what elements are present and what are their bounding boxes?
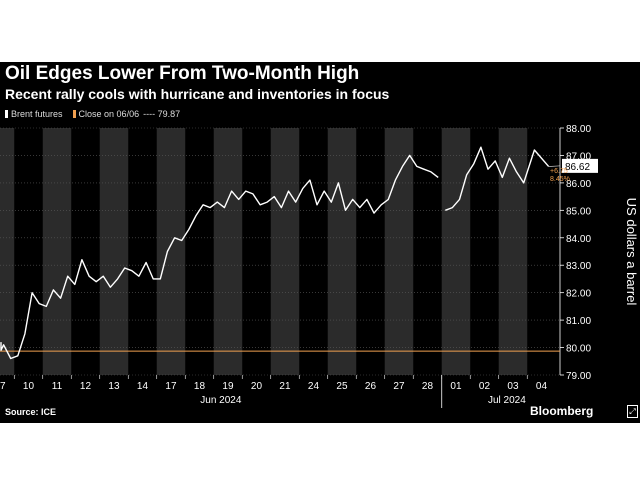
day-band [0,128,15,375]
x-tick-label: 26 [365,381,377,392]
day-band [270,128,300,375]
x-tick-label: 25 [336,381,348,392]
line-chart: 79.00 80.00 81.00 82.00 83.00 84.00 85.00 86.00… [0,124,639,408]
expand-icon[interactable]: ⤢ [627,405,638,418]
last-value-leader [548,165,561,167]
day-band [498,128,528,375]
change-annotation: +6.75 [550,168,568,175]
legend-swatch-close [72,110,76,118]
x-tick-label: 04 [536,381,548,392]
chart-title: Oil Edges Lower From Two-Month High [5,63,360,84]
day-band [327,128,357,375]
x-tick-label: 10 [23,381,35,392]
chart-subtitle: Recent rally cools with hurricane and in… [5,86,390,102]
y-tick-label: 82.00 [566,289,591,300]
y-tick-label: 81.00 [566,316,591,327]
x-tick-label: 13 [108,381,120,392]
x-month-label: Jul 2024 [488,395,526,406]
y-tick-label: 85.00 [566,206,591,217]
x-tick-label: 19 [222,381,234,392]
x-tick-label: 18 [194,381,206,392]
x-month-label: Jun 2024 [200,395,242,406]
x-tick-label: 12 [80,381,92,392]
y-tick-label: 88.00 [566,124,591,135]
legend-label-brent: Brent futures [11,109,63,119]
x-tick-label: 24 [308,381,320,392]
day-band [42,128,72,375]
day-band [441,128,471,375]
x-tick-label: 21 [279,381,291,392]
y-tick-label: 87.00 [566,151,591,162]
x-tick-label: 11 [52,381,63,392]
y-tick-label: 79.00 [566,371,591,382]
x-tick-label: 27 [393,381,405,392]
legend: Brent futures Close on 06/06 ---- 79.87 [5,109,190,119]
y-tick-label: 84.00 [566,234,591,245]
x-tick-label: 01 [450,381,462,392]
legend-item-close: Close on 06/06 ---- 79.87 [72,109,181,119]
x-tick-label: 03 [507,381,519,392]
y-axis-label: US dollars a barrel [624,198,639,306]
x-tick-label: 17 [165,381,177,392]
y-tick-label: 80.00 [566,344,591,355]
legend-item-brent: Brent futures [5,109,63,119]
legend-label-close: Close on 06/06 [78,109,140,119]
day-band [384,128,414,375]
last-value-label: 86.62 [565,162,590,173]
x-tick-label: 14 [137,381,149,392]
y-tick-label: 83.00 [566,261,591,272]
day-band [99,128,129,375]
day-band [213,128,243,375]
series-line-brent [0,146,550,360]
bloomberg-logo: Bloomberg [530,404,594,418]
source-note: Source: ICE [5,407,57,417]
day-band [156,128,186,375]
legend-value-close: ---- 79.87 [143,109,181,119]
x-tick-label: 20 [251,381,263,392]
x-tick-label: 28 [422,381,434,392]
last-value-box [562,158,598,173]
x-tick-label: 02 [479,381,491,392]
change-pct-annotation: 8.45% [550,176,570,183]
legend-swatch-brent [5,110,8,118]
x-tick-label: 07 [0,381,6,392]
y-tick-label: 86.00 [566,179,591,190]
